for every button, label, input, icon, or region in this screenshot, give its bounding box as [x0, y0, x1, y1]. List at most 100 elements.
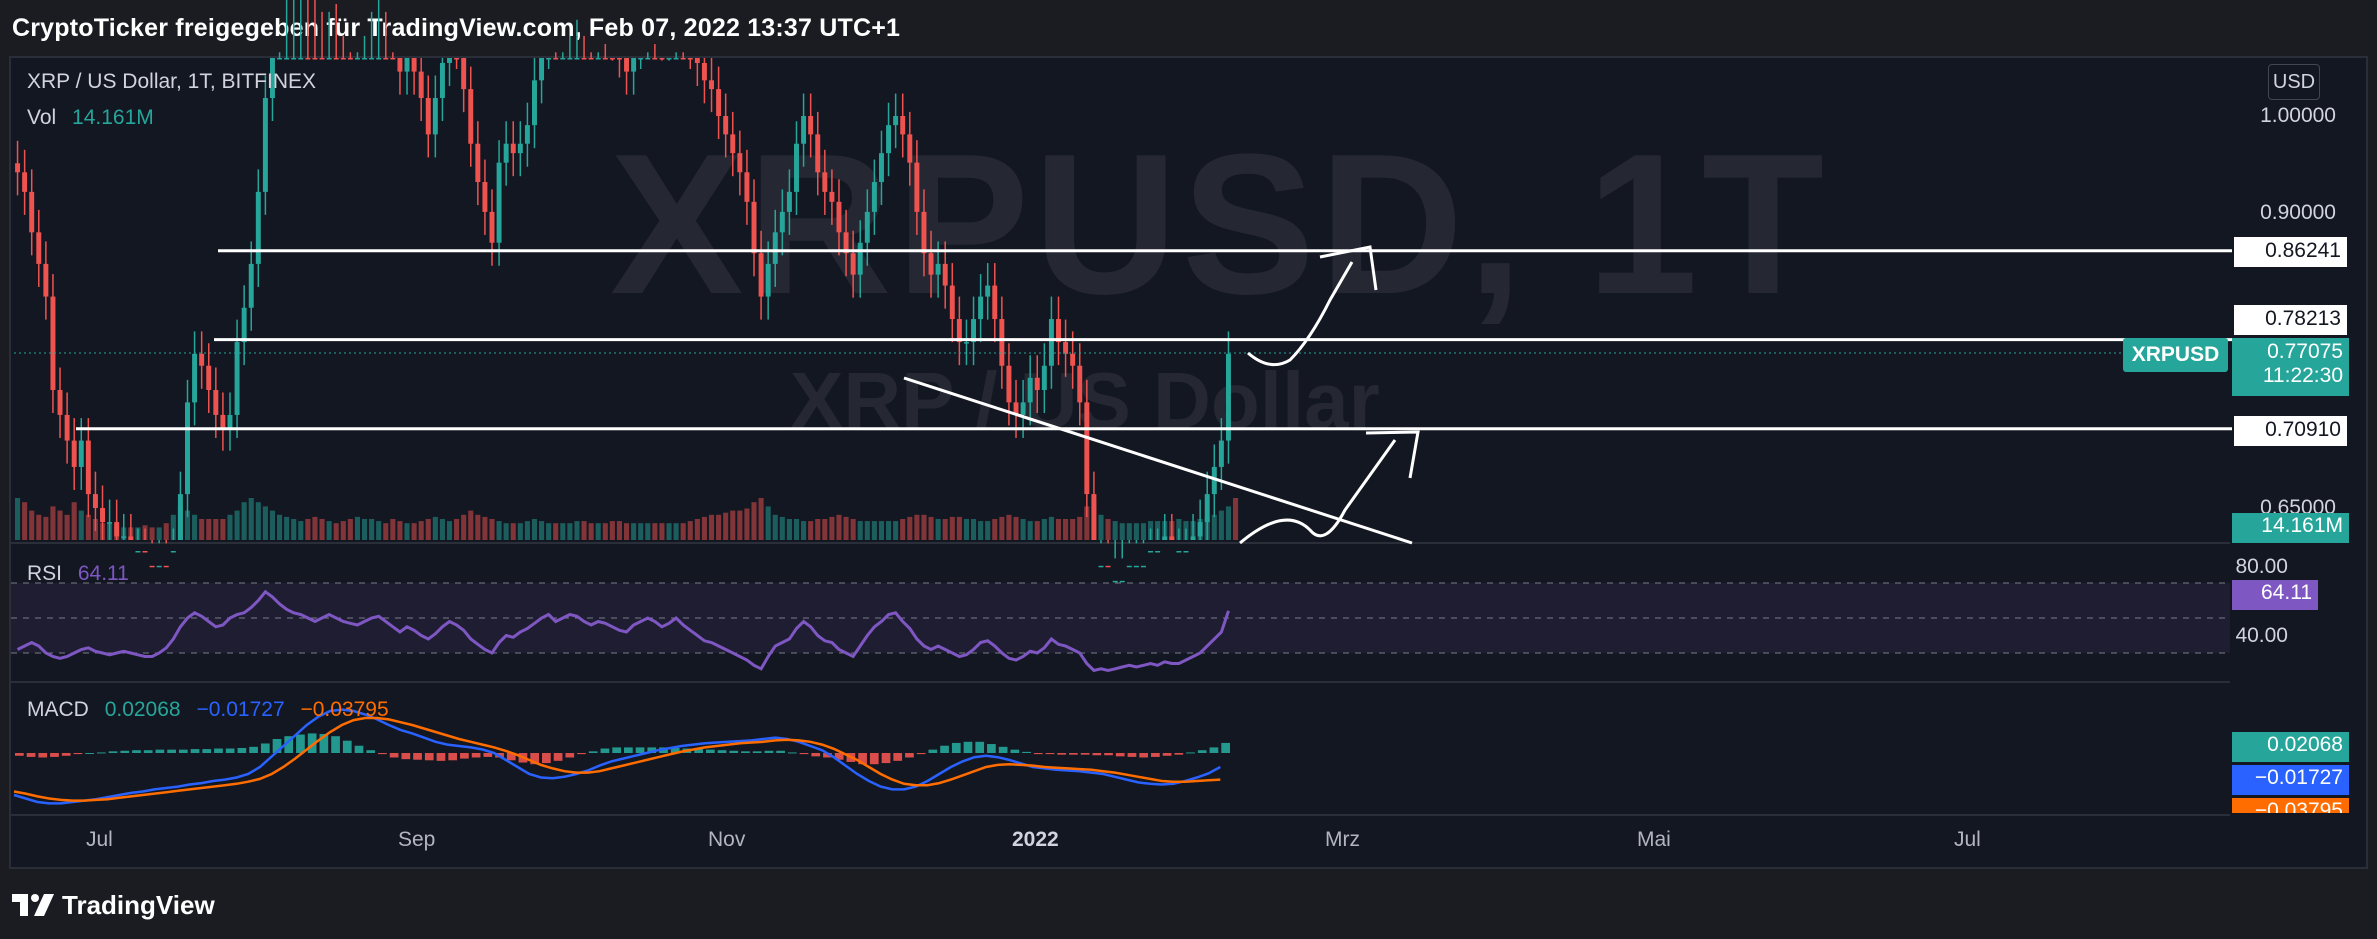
currency-button[interactable]: USD	[2268, 64, 2320, 100]
macd-histogram-bar	[1080, 753, 1090, 755]
candle-body	[985, 285, 991, 297]
tradingview-brand: TradingView	[62, 889, 215, 920]
candle-body	[652, 58, 658, 60]
volume-bar	[801, 521, 807, 540]
candle-body	[277, 58, 283, 60]
volume-bar	[489, 519, 495, 540]
candle-body	[1126, 565, 1132, 568]
volume-bar	[36, 514, 42, 540]
volume-bar	[956, 516, 962, 540]
candle-body	[631, 58, 637, 72]
volume-bar	[1041, 519, 1047, 540]
symbol-legend-text: XRP / US Dollar, 1T, BITFINEX	[27, 70, 317, 93]
macd-histogram-bar	[600, 748, 610, 753]
rsi-axis-80: 80.00	[2235, 555, 2288, 578]
time-axis-label: 2022	[1012, 828, 1059, 851]
volume-bar	[638, 523, 644, 540]
macd-histogram-bar	[588, 751, 598, 753]
volume-bar	[390, 519, 396, 540]
macd-histogram-bar	[951, 742, 961, 753]
candle-body	[340, 58, 346, 60]
volume-bar	[616, 521, 622, 540]
volume-bar	[29, 510, 35, 540]
volume-bar	[333, 523, 339, 540]
volume-bar	[206, 519, 212, 540]
macd-histogram-bar	[460, 753, 469, 759]
volume-bar	[149, 527, 155, 540]
candle-body	[907, 134, 913, 163]
candle-body	[723, 116, 729, 135]
candle-body	[680, 58, 686, 60]
candle-body	[362, 58, 368, 60]
candle-body	[524, 125, 530, 144]
volume-bar	[475, 514, 481, 540]
candle-body	[992, 285, 998, 320]
volume-bar	[517, 523, 523, 540]
volume-bar	[701, 516, 707, 540]
volume-bar	[602, 523, 608, 540]
candle-body	[454, 58, 460, 60]
volume-bar	[935, 519, 941, 540]
macd-histogram-bar	[284, 736, 294, 753]
volume-bar	[220, 519, 226, 540]
macd-histogram-bar	[963, 741, 973, 753]
volume-bar	[255, 502, 261, 540]
candle-body	[864, 211, 870, 243]
volume-bar	[779, 516, 785, 540]
volume-bar	[744, 508, 750, 540]
candle-body	[1183, 550, 1189, 553]
candle-body	[786, 191, 792, 212]
candle-body	[128, 536, 134, 540]
volume-bar	[758, 498, 764, 540]
macd-label: MACD	[27, 698, 89, 721]
candle-body	[971, 319, 977, 343]
projection-arrow-upper	[1247, 261, 1354, 367]
time-axis-label: Nov	[708, 828, 746, 851]
candle-body	[532, 80, 537, 126]
level-tag-lower: 0.70910	[2232, 414, 2349, 448]
candle-body	[64, 414, 70, 441]
macd-histogram-bar	[741, 751, 750, 753]
candle-body	[1091, 494, 1097, 540]
candle-body	[390, 58, 396, 60]
macd-histogram-bar	[506, 753, 516, 761]
macd-histogram-bar	[1151, 753, 1160, 757]
macd-histogram-bar	[296, 734, 305, 753]
candle-body	[1105, 565, 1111, 568]
macd-histogram-bar	[1209, 747, 1219, 753]
candle-body	[772, 232, 778, 264]
macd-histogram-bar	[647, 747, 657, 753]
tradingview-logo[interactable]: TradingView	[12, 889, 215, 920]
rsi-line	[16, 589, 1230, 673]
macd-histogram-bar	[905, 753, 914, 758]
price-chart[interactable]	[0, 0, 2377, 870]
volume-bar	[241, 502, 247, 540]
macd-histogram-bar	[940, 745, 949, 753]
candle-body	[1070, 353, 1076, 366]
volume-bar	[652, 523, 658, 540]
rsi-tag: 64.11	[2232, 580, 2318, 610]
candle-body	[50, 296, 56, 390]
candle-body	[963, 342, 969, 344]
macd-histogram-bar	[413, 753, 422, 760]
candle-body	[418, 71, 424, 98]
volume-bar	[560, 523, 566, 540]
time-axis-label: Mai	[1637, 828, 1671, 851]
macd-histogram-bar	[214, 748, 223, 753]
candle-body	[815, 134, 821, 173]
projection-arrow-lower	[1239, 439, 1397, 545]
volume-bar	[376, 521, 382, 540]
chart-frame[interactable]	[9, 56, 2368, 869]
candle-body	[107, 522, 113, 524]
volume-bar	[1020, 519, 1026, 540]
macd-histogram-bar	[729, 750, 739, 753]
macd-line-value: −0.01727	[196, 698, 285, 721]
volume-bar	[531, 519, 538, 540]
candle-body	[135, 550, 141, 553]
volume-bar	[319, 519, 325, 540]
candle-body	[29, 191, 35, 233]
symbol-watermark: XRPUSD, 1T	[610, 113, 1829, 336]
macd-histogram-bar	[15, 753, 24, 756]
candle-body	[645, 58, 651, 60]
volume-bar	[921, 514, 927, 540]
